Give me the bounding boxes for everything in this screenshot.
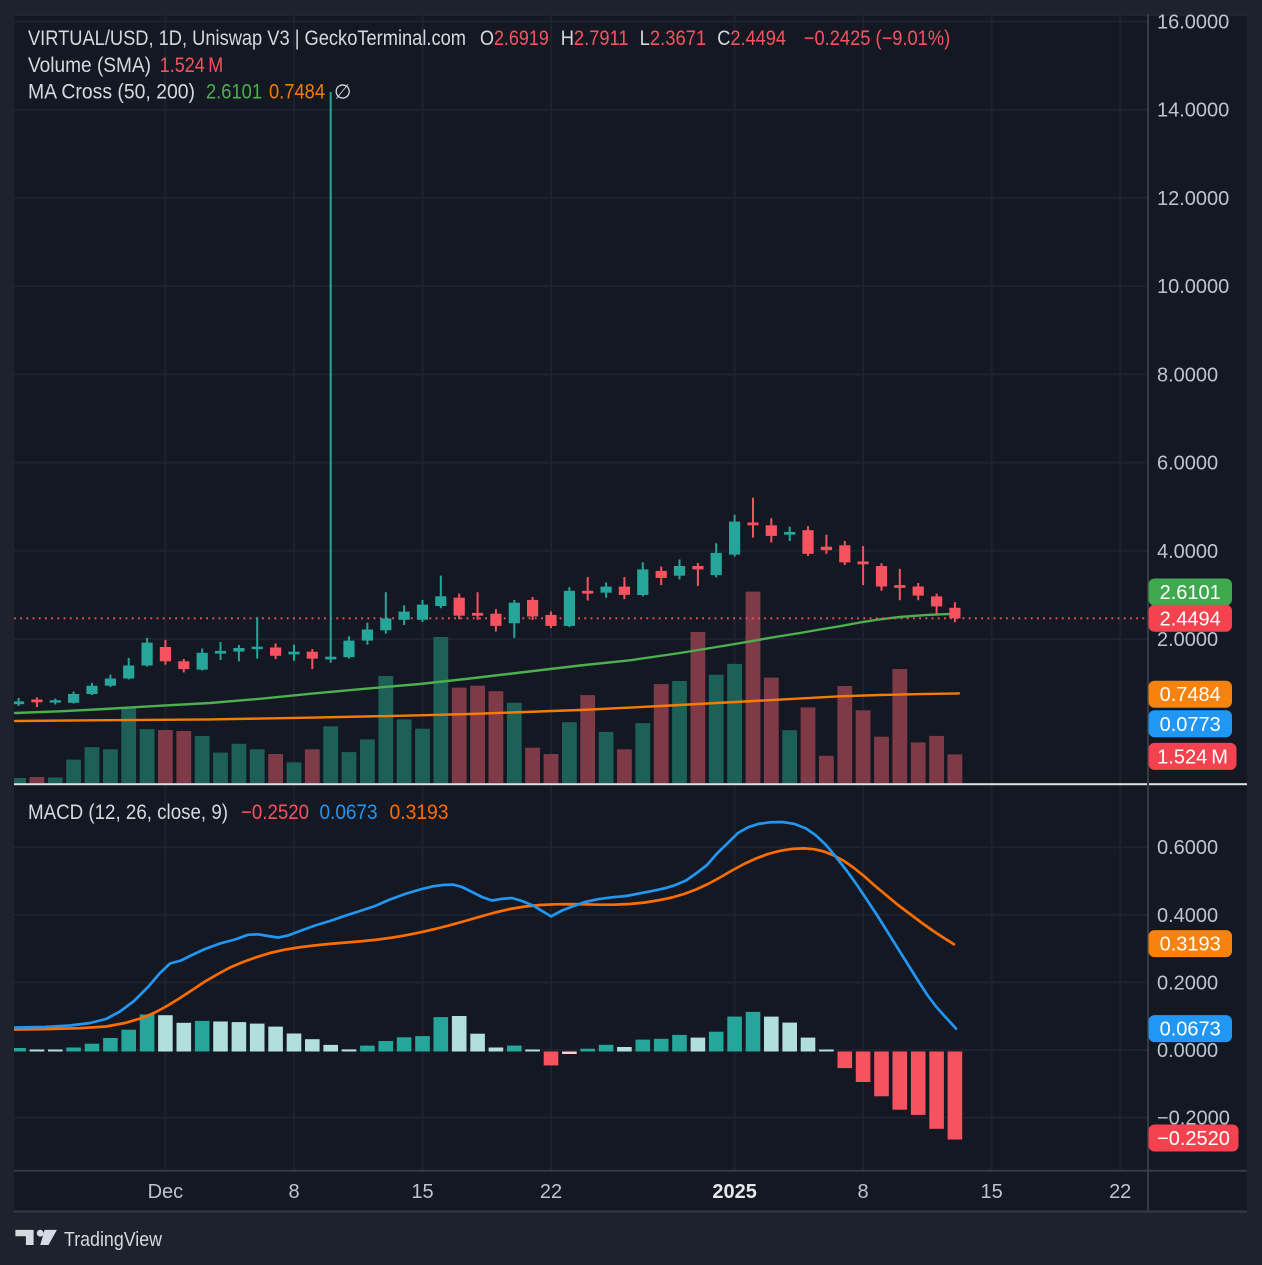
svg-text:−0.2520: −0.2520 bbox=[241, 801, 309, 824]
svg-text:0.3193: 0.3193 bbox=[390, 801, 449, 824]
svg-text:15: 15 bbox=[980, 1181, 1002, 1203]
svg-text:0.6000: 0.6000 bbox=[1157, 837, 1218, 859]
svg-text:14.0000: 14.0000 bbox=[1157, 100, 1229, 122]
svg-text:22: 22 bbox=[540, 1181, 562, 1203]
svg-text:−0.2425 (−9.01%): −0.2425 (−9.01%) bbox=[804, 27, 950, 50]
svg-text:8: 8 bbox=[858, 1181, 869, 1203]
svg-text:0.0673: 0.0673 bbox=[1160, 1019, 1221, 1041]
svg-text:C2.4494: C2.4494 bbox=[717, 27, 786, 50]
svg-text:Volume (SMA): Volume (SMA) bbox=[28, 54, 151, 77]
svg-text:16.0000: 16.0000 bbox=[1157, 12, 1229, 34]
svg-text:−0.2000: −0.2000 bbox=[1157, 1108, 1230, 1130]
svg-text:4.0000: 4.0000 bbox=[1157, 541, 1218, 563]
svg-text:0.4000: 0.4000 bbox=[1157, 905, 1218, 927]
svg-text:2.0000: 2.0000 bbox=[1157, 629, 1218, 651]
svg-text:1.524 M: 1.524 M bbox=[160, 54, 223, 77]
svg-text:6.0000: 6.0000 bbox=[1157, 453, 1218, 475]
svg-text:12.0000: 12.0000 bbox=[1157, 188, 1229, 210]
svg-text:0.0000: 0.0000 bbox=[1157, 1040, 1218, 1062]
svg-text:0.0673: 0.0673 bbox=[320, 801, 378, 824]
svg-text:0.0773: 0.0773 bbox=[1160, 714, 1221, 736]
svg-text:22: 22 bbox=[1109, 1181, 1131, 1203]
svg-text:2.4494: 2.4494 bbox=[1160, 608, 1221, 630]
svg-text:MA Cross (50, 200): MA Cross (50, 200) bbox=[28, 81, 195, 104]
svg-text:O2.6919: O2.6919 bbox=[480, 27, 549, 50]
svg-text:15: 15 bbox=[411, 1181, 433, 1203]
svg-text:2.6101: 2.6101 bbox=[1160, 582, 1221, 604]
svg-text:1.524 M: 1.524 M bbox=[1157, 746, 1228, 768]
svg-text:∅: ∅ bbox=[334, 82, 351, 104]
svg-text:Dec: Dec bbox=[148, 1181, 184, 1203]
svg-text:10.0000: 10.0000 bbox=[1157, 276, 1229, 298]
svg-text:2025: 2025 bbox=[712, 1181, 757, 1203]
svg-text:0.3193: 0.3193 bbox=[1160, 934, 1221, 956]
svg-text:H2.7911: H2.7911 bbox=[561, 27, 629, 50]
svg-text:−0.2520: −0.2520 bbox=[1157, 1128, 1230, 1150]
svg-text:0.7484: 0.7484 bbox=[1160, 684, 1221, 706]
svg-text:0.7484: 0.7484 bbox=[269, 81, 325, 104]
svg-text:8: 8 bbox=[288, 1181, 299, 1203]
svg-text:MACD (12, 26, close, 9): MACD (12, 26, close, 9) bbox=[28, 801, 228, 824]
svg-text:2.6101: 2.6101 bbox=[206, 81, 262, 104]
svg-text:VIRTUAL/USD, 1D, Uniswap V3 |: VIRTUAL/USD, 1D, Uniswap V3 | GeckoTermi… bbox=[28, 27, 466, 50]
svg-text:0.2000: 0.2000 bbox=[1157, 972, 1218, 994]
svg-text:TradingView: TradingView bbox=[64, 1228, 162, 1251]
svg-text:L2.3671: L2.3671 bbox=[640, 27, 707, 50]
svg-text:8.0000: 8.0000 bbox=[1157, 364, 1218, 386]
